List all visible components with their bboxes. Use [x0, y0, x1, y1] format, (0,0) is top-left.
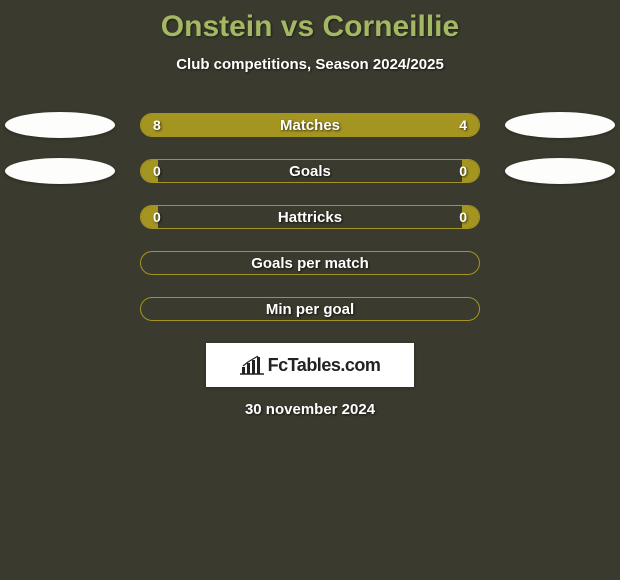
stat-row: 00Hattricks [0, 205, 620, 229]
stat-row: 84Matches [0, 113, 620, 137]
bar-wrap: Goals per match [140, 251, 480, 275]
player-right-ellipse [505, 112, 615, 138]
stat-row: 00Goals [0, 159, 620, 183]
bar-wrap: 00Goals [140, 159, 480, 183]
stat-row: Goals per match [0, 251, 620, 275]
player-left-ellipse [5, 112, 115, 138]
logo-text: FcTables.com [268, 355, 381, 376]
subtitle: Club competitions, Season 2024/2025 [0, 56, 620, 73]
comparison-card: Onstein vs Corneillie Club competitions,… [0, 0, 620, 418]
logo-box: FcTables.com [206, 343, 414, 387]
player-right-ellipse [505, 158, 615, 184]
stat-rows: 84Matches 00Goals 00Hattricks Goals per mat… [0, 113, 620, 321]
bar-label: Goals [141, 160, 479, 182]
bar-wrap: 00Hattricks [140, 205, 480, 229]
bar-label: Hattricks [141, 206, 479, 228]
logo: FcTables.com [240, 355, 381, 376]
bar-wrap: Min per goal [140, 297, 480, 321]
bars-icon [240, 355, 264, 375]
player-left-ellipse [5, 158, 115, 184]
bar-wrap: 84Matches [140, 113, 480, 137]
date-line: 30 november 2024 [0, 401, 620, 418]
bar-label: Min per goal [141, 298, 479, 320]
stat-row: Min per goal [0, 297, 620, 321]
bar-label: Goals per match [141, 252, 479, 274]
page-title: Onstein vs Corneillie [0, 10, 620, 44]
bar-label: Matches [141, 114, 479, 136]
